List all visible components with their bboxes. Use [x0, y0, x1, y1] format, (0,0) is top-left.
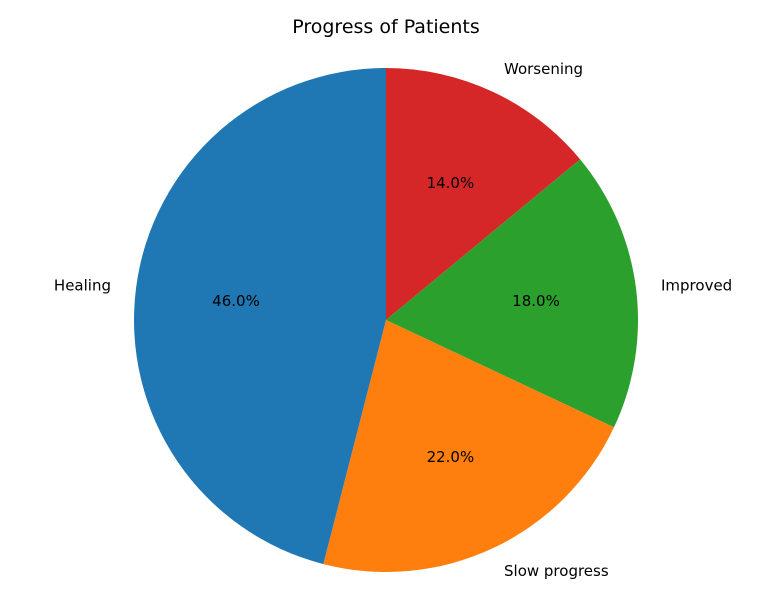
pct-label-worsening: 14.0%: [427, 174, 475, 192]
category-label-improved: Improved: [661, 276, 732, 294]
pct-label-improved: 18.0%: [512, 292, 560, 310]
pct-label-healing: 46.0%: [212, 292, 260, 310]
pie-slice-improved: [386, 159, 639, 428]
pie-slice-healing: [134, 68, 386, 565]
chart-title: Progress of Patients: [292, 16, 480, 38]
pie-slice-slow-progress: [323, 320, 615, 572]
category-label-healing: Healing: [54, 276, 111, 294]
pie-slice-worsening: [386, 68, 581, 320]
pie-slices: [134, 68, 639, 572]
pie-labels: 14.0% Worsening 18.0% Improved 22.0% Slow pro…: [54, 60, 732, 580]
category-label-worsening: Worsening: [504, 60, 583, 78]
category-label-slow-progress: Slow progress: [504, 562, 609, 580]
pct-label-slow-progress: 22.0%: [427, 448, 475, 466]
